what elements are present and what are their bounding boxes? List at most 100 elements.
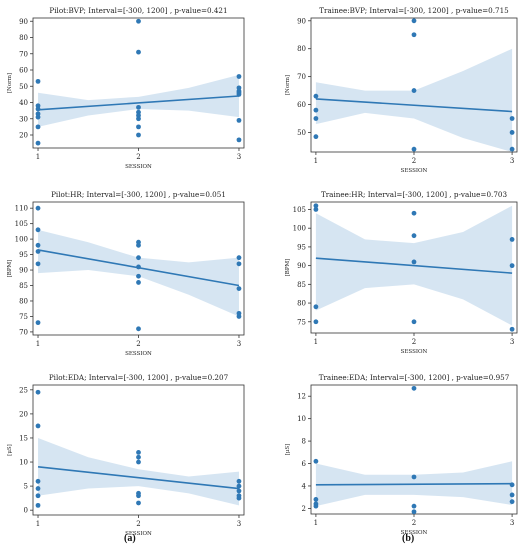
pilot-bvp-point-4 xyxy=(35,114,41,120)
trainee-bvp-ytick-label: 60 xyxy=(297,101,306,109)
pilot-eda-ytick-label: 20 xyxy=(19,410,28,418)
pilot-eda-point-7 xyxy=(136,454,141,460)
pilot-hr-point-5 xyxy=(35,320,41,326)
trainee-bvp-point-9 xyxy=(509,130,515,135)
pilot-hr-xtick-label: 3 xyxy=(237,340,241,348)
pilot-eda-chart: 1 2 3 0 5 10 15 20 25 Pilot:EDA; Interval=[-300, … xyxy=(7,373,245,537)
trainee-eda-regression-line xyxy=(315,482,513,486)
pilot-eda-xtick-label: 2 xyxy=(136,520,140,528)
pilot-hr-point-11 xyxy=(136,280,141,285)
pilot-eda-ytick-label: 0 xyxy=(24,507,28,515)
trainee-bvp-point-7 xyxy=(411,146,417,152)
trainee-bvp-ylabel: [Norm] xyxy=(285,75,291,95)
pilot-eda-regression-line xyxy=(37,466,240,490)
trainee-bvp-point-8 xyxy=(509,116,515,121)
pilot-eda-title: Pilot:EDA; Interval=[-300, 1200] , p-val… xyxy=(49,373,229,382)
trainee-bvp-xtick-label: 1 xyxy=(314,157,318,165)
trainee-hr-xtick-label: 3 xyxy=(510,338,514,346)
trainee-eda-ytick-label: 2 xyxy=(302,505,306,513)
pilot-bvp-ytick-label: 40 xyxy=(19,99,28,107)
trainee-hr-chart: 1 2 3 75 80 85 90 95 100 105 Trainee:HR; Interval=… xyxy=(285,190,518,355)
pilot-bvp-ytick-label: 20 xyxy=(19,132,28,140)
trainee-eda-point-7 xyxy=(411,509,417,515)
trainee-bvp-point-1 xyxy=(313,107,319,113)
pilot-hr-ytick-label: 95 xyxy=(19,251,28,259)
trainee-bvp-point-0 xyxy=(313,93,319,99)
pilot-eda-xtick-label: 3 xyxy=(237,520,241,528)
pilot-eda-point-2 xyxy=(35,478,41,484)
trainee-bvp-xtick-label: 3 xyxy=(510,157,514,165)
trainee-bvp-xtick-label: 2 xyxy=(412,157,416,165)
pilot-hr-point-9 xyxy=(136,264,141,270)
pilot-eda-point-16 xyxy=(236,495,242,501)
pilot-eda-xlabel: SESSION xyxy=(125,531,152,537)
pilot-eda-point-11 xyxy=(136,500,141,506)
pilot-eda-ytick-label: 5 xyxy=(24,483,28,491)
trainee-bvp-confidence-band xyxy=(315,48,513,153)
pilot-hr-xlabel: SESSION xyxy=(125,351,152,357)
pilot-bvp-xtick-label: 2 xyxy=(136,153,140,161)
trainee-hr-point-5 xyxy=(411,233,417,239)
pilot-eda-ytick-label: 15 xyxy=(19,434,28,442)
pilot-hr-point-4 xyxy=(35,261,41,267)
pilot-bvp-point-20 xyxy=(236,117,242,123)
pilot-eda-point-3 xyxy=(35,486,41,491)
trainee-hr-ytick-label: 75 xyxy=(297,318,306,326)
pilot-eda-point-6 xyxy=(136,450,141,455)
pilot-hr-ytick-label: 80 xyxy=(19,297,28,305)
pilot-hr-point-1 xyxy=(35,227,41,233)
pilot-hr-point-13 xyxy=(236,255,242,261)
trainee-eda-ylabel: [μS] xyxy=(285,444,291,456)
trainee-hr-ytick-label: 85 xyxy=(297,281,306,289)
trainee-eda-point-5 xyxy=(411,474,417,480)
trainee-eda-xlabel: SESSION xyxy=(401,530,428,536)
trainee-bvp-ytick-label: 50 xyxy=(297,129,306,137)
pilot-bvp-point-7 xyxy=(136,18,141,24)
pilot-bvp-point-9 xyxy=(136,104,141,110)
pilot-hr-point-0 xyxy=(35,205,41,211)
pilot-bvp-ytick-label: 70 xyxy=(19,50,28,58)
pilot-bvp-point-12 xyxy=(136,116,141,122)
trainee-bvp-ytick-label: 90 xyxy=(297,17,306,25)
pilot-bvp-confidence-band xyxy=(38,74,239,127)
pilot-hr-xtick-label: 1 xyxy=(36,340,40,348)
pilot-hr-xtick-label: 2 xyxy=(136,340,140,348)
pilot-hr-ytick-label: 70 xyxy=(19,328,28,336)
trainee-bvp-chart: 1 2 3 50 60 70 80 90 Trainee:BVP; Interval=[-300… xyxy=(285,6,518,174)
pilot-bvp-point-0 xyxy=(35,78,41,84)
trainee-hr-ytick-label: 95 xyxy=(297,243,306,251)
pilot-hr-point-14 xyxy=(236,261,242,267)
pilot-eda-ytick-label: 25 xyxy=(19,386,28,394)
pilot-eda-point-14 xyxy=(236,488,242,494)
pilot-bvp-xtick-label: 3 xyxy=(237,153,241,161)
pilot-eda-xtick-label: 1 xyxy=(36,520,40,528)
trainee-eda-xtick-label: 1 xyxy=(314,519,318,527)
pilot-bvp-ytick-label: 90 xyxy=(19,18,28,26)
pilot-bvp-point-8 xyxy=(136,49,141,55)
trainee-eda-point-4 xyxy=(411,385,417,391)
pilot-bvp-xtick-label: 1 xyxy=(36,153,40,161)
pilot-hr-point-3 xyxy=(35,249,41,254)
trainee-hr-point-10 xyxy=(509,326,515,332)
pilot-eda-point-5 xyxy=(35,502,41,508)
pilot-bvp-point-19 xyxy=(236,91,242,97)
pilot-eda-ytick-label: 10 xyxy=(19,459,28,467)
trainee-eda-ytick-label: 8 xyxy=(302,438,306,446)
trainee-bvp-point-2 xyxy=(313,116,319,121)
panel-label-b: (b) xyxy=(402,533,415,544)
trainee-hr-point-2 xyxy=(313,304,319,310)
trainee-bvp-point-4 xyxy=(411,18,417,24)
pilot-hr-point-10 xyxy=(136,273,141,279)
pilot-bvp-ylabel: [Norm] xyxy=(7,73,13,93)
trainee-eda-ytick-label: 4 xyxy=(302,482,307,490)
pilot-bvp-point-5 xyxy=(35,124,41,130)
pilot-eda-point-1 xyxy=(35,423,41,429)
pilot-hr-ytick-label: 100 xyxy=(15,236,28,244)
trainee-hr-point-8 xyxy=(509,237,515,242)
trainee-eda-point-6 xyxy=(411,503,417,509)
trainee-hr-point-6 xyxy=(411,259,417,265)
pilot-bvp-ytick-label: 50 xyxy=(19,83,28,91)
pilot-eda-confidence-band xyxy=(38,437,239,506)
trainee-hr-xtick-label: 2 xyxy=(412,338,416,346)
